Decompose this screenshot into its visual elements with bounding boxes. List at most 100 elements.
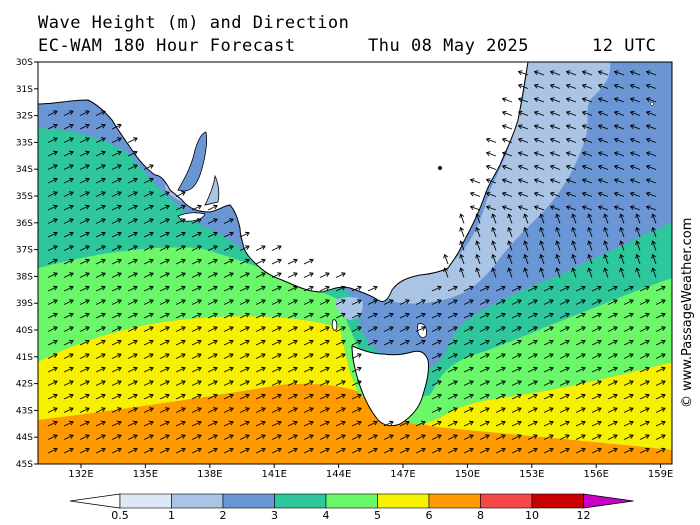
wave-direction-arrow (271, 447, 282, 454)
wave-direction-arrow (255, 339, 266, 346)
wave-direction-arrow (191, 420, 202, 427)
wave-direction-arrow (255, 299, 266, 305)
wave-direction-arrow (565, 110, 577, 116)
latitude-axis: 30S 31S 32S 33S 34S 35S 36S 37S 38S 39S 40S 41S 42S 4… (16, 58, 38, 470)
wave-direction-arrow (79, 204, 90, 211)
wave-direction-arrow (415, 299, 426, 305)
wave-direction-arrow (613, 97, 625, 103)
wave-direction-arrow (581, 151, 593, 157)
wave-direction-arrow (463, 353, 474, 359)
wave-direction-arrow (549, 137, 561, 143)
wave-direction-arrow (303, 353, 314, 359)
wave-direction-arrow (533, 164, 545, 170)
wave-direction-arrow (335, 393, 346, 400)
wave-direction-arrow (485, 164, 497, 170)
wave-direction-arrow (565, 164, 577, 170)
wave-direction-arrow (159, 420, 170, 427)
wave-direction-arrow (351, 285, 362, 292)
wave-direction-arrow (47, 299, 58, 305)
wave-direction-arrow (175, 366, 186, 373)
wave-direction-arrow (479, 339, 490, 346)
wave-direction-arrow (607, 447, 618, 454)
wave-direction-arrow (111, 299, 122, 305)
wave-direction-arrow (591, 312, 602, 319)
wave-direction-arrow (127, 312, 138, 319)
wave-direction-arrow (319, 447, 330, 454)
tasmania-land (351, 345, 429, 427)
wave-direction-arrow (597, 178, 609, 184)
wave-direction-arrow (399, 434, 410, 440)
wave-direction-arrow (571, 253, 577, 265)
wave-direction-arrow (47, 407, 58, 413)
wave-direction-arrow (271, 420, 282, 427)
wave-direction-arrow (543, 407, 554, 413)
wave-direction-arrow (527, 380, 538, 386)
wave-direction-arrow (479, 420, 490, 427)
colorbar-label: 12 (577, 509, 591, 522)
wave-direction-arrow (613, 70, 625, 76)
wave-direction-arrow (175, 339, 186, 346)
wave-direction-arrow (581, 83, 593, 89)
wave-direction-arrow (651, 213, 657, 224)
wave-direction-arrow (527, 312, 538, 319)
wave-direction-arrow (95, 258, 106, 265)
wave-direction-arrow (319, 339, 330, 346)
colorbar-label: 6 (426, 509, 433, 522)
wave-direction-arrow (319, 272, 330, 278)
wave-direction-arrow (239, 407, 250, 413)
wave-direction-arrow (95, 245, 106, 251)
wave-direction-arrow (127, 299, 138, 305)
wave-direction-arrow (597, 70, 609, 76)
wave-direction-arrow (511, 447, 522, 454)
wave-direction-arrow (607, 353, 618, 359)
colorbar-segment (428, 493, 481, 509)
wave-direction-arrow (127, 339, 138, 346)
wave-direction-arrow (597, 137, 609, 143)
wave-direction-arrow (517, 205, 529, 211)
wave-direction-arrow (159, 312, 170, 319)
wave-direction-arrow (223, 258, 234, 265)
wave-direction-arrow (591, 326, 602, 332)
wave-direction-arrow (351, 380, 362, 386)
wave-direction-arrow (63, 407, 74, 413)
wave-direction-arrow (523, 267, 529, 278)
wave-direction-arrow (143, 272, 154, 278)
wave-direction-arrow (565, 151, 577, 157)
wave-direction-arrow (159, 434, 170, 440)
wave-direction-arrow (143, 245, 154, 251)
wave-direction-arrow (351, 393, 362, 400)
wave-direction-arrow (191, 447, 202, 454)
wave-direction-arrow (655, 339, 666, 346)
wave-direction-arrow (335, 407, 346, 413)
wave-direction-arrow (645, 97, 657, 103)
wave-direction-arrow (223, 420, 234, 427)
wave-direction-arrow (655, 434, 666, 440)
wave-direction-arrow (575, 366, 586, 373)
wave-direction-arrow (63, 150, 74, 157)
colorbar-label: 0.5 (111, 509, 129, 522)
wave-direction-arrow (63, 299, 74, 305)
wave-direction-arrow (459, 267, 465, 278)
wave-direction-arrow (591, 393, 602, 400)
wave-direction-arrow (223, 312, 234, 319)
wave-direction-arrow (207, 447, 218, 454)
wave-direction-arrow (303, 299, 314, 305)
wave-direction-arrow (591, 447, 602, 454)
wave-direction-arrow (575, 353, 586, 359)
wave-direction-arrow (623, 366, 634, 373)
wave-direction-arrow (459, 213, 465, 224)
wave-direction-arrow (629, 124, 641, 130)
wave-direction-arrow (469, 191, 481, 197)
wave-direction-arrow (495, 299, 506, 305)
wave-direction-arrow (635, 253, 641, 265)
wave-direction-arrow (639, 339, 650, 346)
wave-direction-arrow (127, 393, 138, 400)
wave-direction-arrow (383, 434, 394, 440)
wave-direction-arrow (549, 191, 561, 197)
wave-direction-arrow (479, 326, 490, 332)
wave-direction-arrow (581, 178, 593, 184)
wave-direction-arrow (79, 434, 90, 440)
wave-direction-arrow (383, 299, 394, 305)
wave-direction-arrow (367, 434, 378, 440)
wave-direction-arrow (555, 267, 561, 278)
